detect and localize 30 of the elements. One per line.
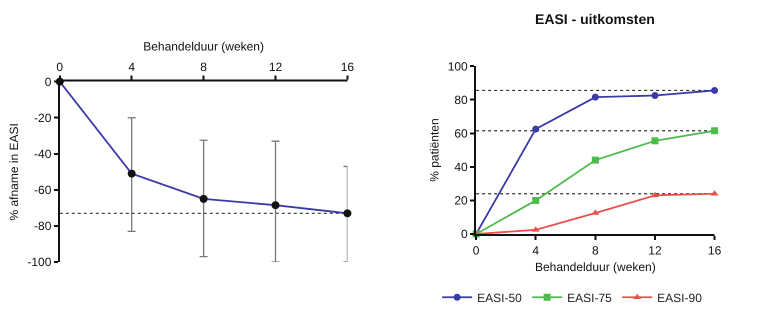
y-tick-label: -40 [34,146,52,161]
y-tick-label: -80 [34,219,52,234]
y-tick-label: 60 [454,126,468,140]
x-tick-label: 4 [532,243,540,258]
x-tick-label: 4 [128,60,136,74]
x-tick-label: 8 [200,60,208,74]
legend-label: EASI-50 [477,290,522,305]
y-tick-label: -60 [34,183,52,198]
y-tick-label: 20 [454,194,468,208]
x-tick-label: 8 [592,243,600,258]
x2-axis-title: Behandelduur (weken) [143,40,264,54]
y-tick-label: 100 [448,59,468,74]
y-tick-label: 0 [44,74,52,89]
legend-label: EASI-75 [567,290,612,305]
y-tick-label: -100 [27,255,52,270]
x-tick-label: 16 [708,243,722,258]
legend-label: EASI-90 [657,290,702,305]
y-tick-label: -20 [34,110,52,125]
y-tick-label: 40 [454,160,468,174]
x-axis-title: Behandelduur (weken) [534,260,656,274]
y-axis-title: % afname in EASI [7,123,22,221]
y-tick-label: 0 [461,227,468,242]
x-tick-label: 0 [56,60,64,74]
y-axis-title: % patiënten [427,118,442,182]
chart-title: EASI - uitkomsten [535,11,655,27]
x-tick-label: 12 [268,60,283,74]
x-tick-label: 12 [648,243,662,258]
x-tick-label: 0 [472,243,480,258]
y-tick-label: 80 [454,92,468,107]
x-tick-label: 16 [340,60,354,74]
